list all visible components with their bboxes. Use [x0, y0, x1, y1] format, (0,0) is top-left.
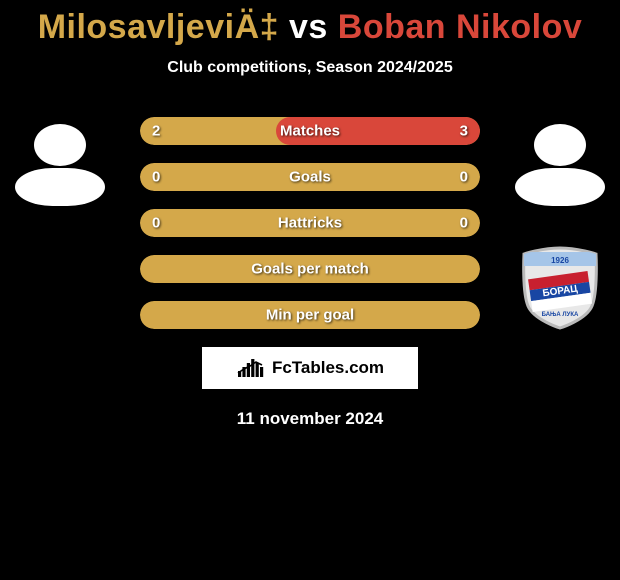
stat-bar-right-value: 0: [460, 169, 468, 186]
player-right-avatar: 1926 БОРАЦ БАЊА ЛУКА: [510, 116, 610, 330]
stat-bar-right-value: 3: [460, 123, 468, 140]
player-left-avatar: [10, 116, 110, 236]
stat-bar: Matches 2 3: [140, 117, 480, 145]
stat-bar-label: Goals: [289, 169, 331, 186]
title-player1: MilosavljeviÄ‡: [38, 8, 279, 46]
stat-bar-label: Hattricks: [278, 215, 342, 232]
stat-bars: Matches 2 3 Goals 0 0 Hattricks 0 0 Goals per mat…: [140, 117, 480, 329]
crest-year: 1926: [551, 256, 569, 265]
stat-bar-label: Matches: [280, 123, 340, 140]
stat-bar-right-value: 0: [460, 215, 468, 232]
silhouette-icon: [510, 116, 610, 236]
page-title: MilosavljeviÄ‡ vs Boban Nikolov: [0, 0, 620, 47]
stat-bar-left-value: 0: [152, 169, 160, 186]
brand-logo-icon: [236, 357, 266, 379]
subtitle: Club competitions, Season 2024/2025: [0, 59, 620, 77]
crest-text-bottom: БАЊА ЛУКА: [542, 312, 579, 318]
stat-bar-left-value: 0: [152, 215, 160, 232]
stat-bar: Goals 0 0: [140, 163, 480, 191]
silhouette-icon: [10, 116, 110, 236]
brand-box: FcTables.com: [202, 347, 418, 389]
stat-bar: Hattricks 0 0: [140, 209, 480, 237]
stat-bar: Min per goal: [140, 301, 480, 329]
stat-bar-label: Goals per match: [251, 261, 369, 278]
title-vs: vs: [279, 8, 338, 46]
brand-text: FcTables.com: [272, 358, 384, 378]
date-text: 11 november 2024: [0, 409, 620, 429]
stat-bar-label: Min per goal: [266, 307, 354, 324]
club-crest-icon: 1926 БОРАЦ БАЊА ЛУКА: [518, 246, 602, 330]
stat-bar: Goals per match: [140, 255, 480, 283]
title-player2: Boban Nikolov: [338, 8, 583, 46]
stat-bar-left-value: 2: [152, 123, 160, 140]
